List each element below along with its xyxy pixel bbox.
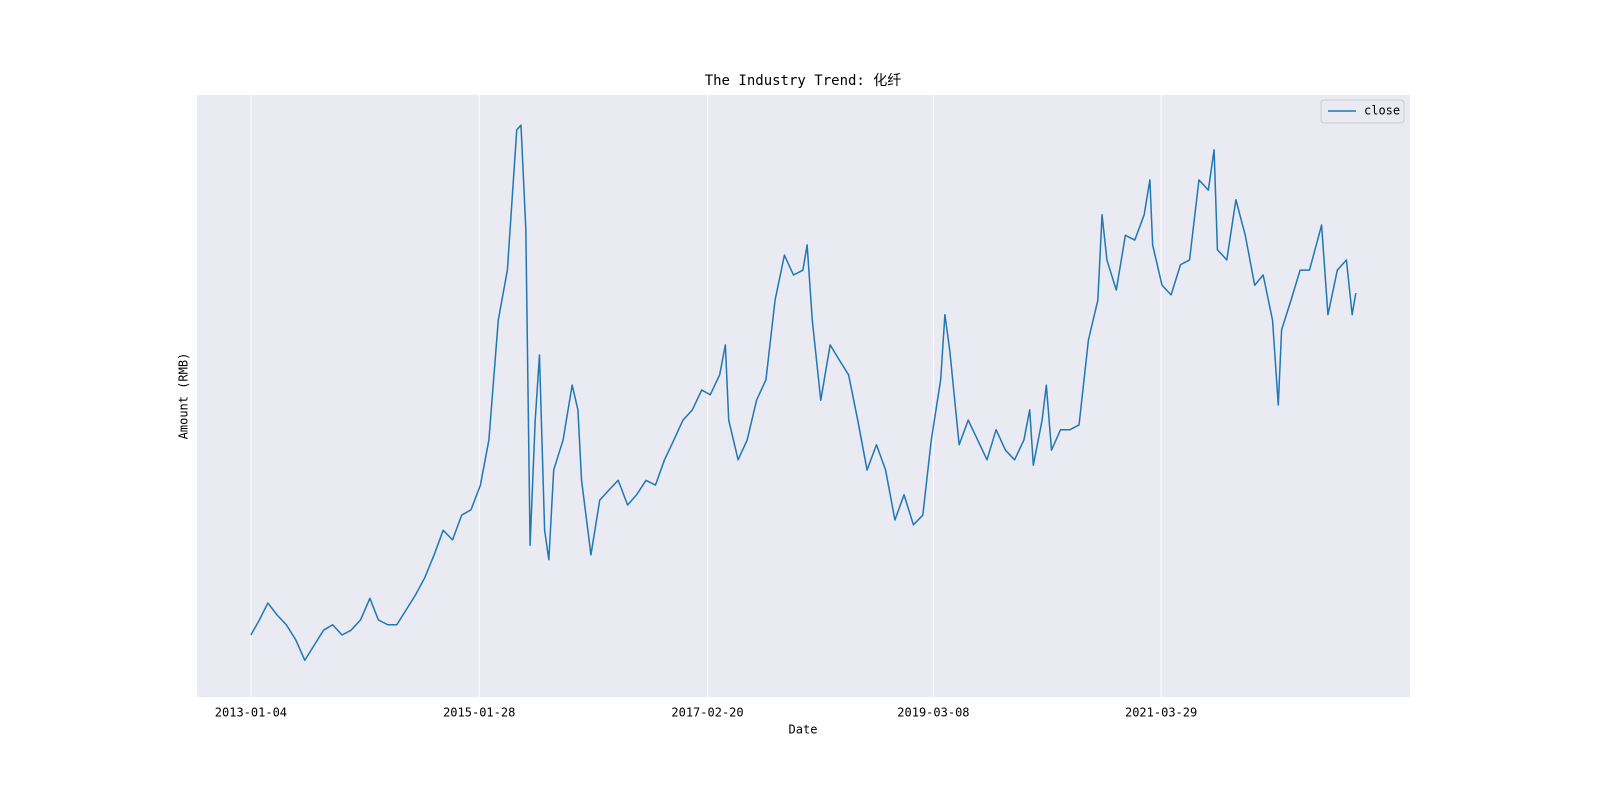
x-axis-label: Date (789, 723, 818, 737)
grid (250, 95, 1162, 697)
x-tick-label: 2017-02-20 (671, 706, 743, 720)
series-line (250, 124, 1357, 662)
x-tick-label: 2021-03-29 (1125, 706, 1197, 720)
x-tick-label: 2019-03-08 (897, 706, 969, 720)
y-axis-label: Amount (RMB) (177, 353, 191, 440)
legend-box (1320, 99, 1405, 124)
x-tick-label: 2013-01-04 (215, 706, 287, 720)
legend-label: close (1364, 104, 1400, 118)
x-tick-label: 2015-01-28 (443, 706, 515, 720)
chart-title: The Industry Trend: 化纤 (705, 73, 902, 89)
plot-area (197, 95, 1410, 697)
legend: close (1320, 99, 1405, 124)
lines (250, 124, 1357, 662)
